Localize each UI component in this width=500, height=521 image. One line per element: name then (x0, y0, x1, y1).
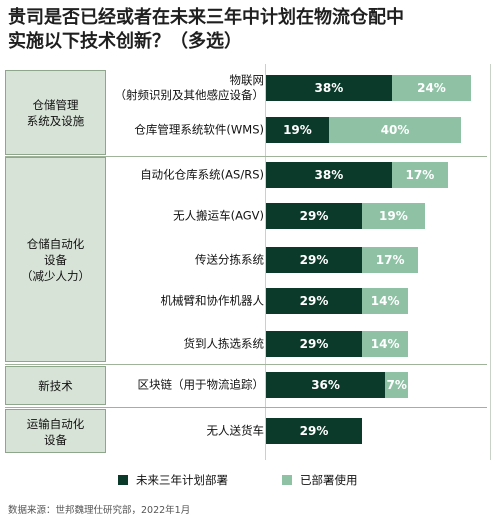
bar-value-label: 36% (311, 378, 340, 392)
category-label: 货到人拣选系统 (183, 336, 265, 351)
right-guide-line (490, 64, 491, 460)
bar-planned: 29% (266, 288, 362, 314)
bar-value-label: 38% (314, 81, 344, 95)
bar-planned: 29% (266, 418, 362, 444)
bar-value-label: 38% (314, 168, 344, 182)
bar-value-label: 40% (380, 123, 410, 137)
bar-value-label: 29% (299, 209, 329, 223)
bar-planned: 29% (266, 247, 362, 273)
bar-value-label: 14% (370, 337, 400, 351)
chart-title-line-1: 贵司是否已经或者在未来三年中计划在物流仓配中 (8, 7, 404, 28)
category-label: 无人送货车 (206, 423, 265, 438)
category-label: 自动化仓库系统(AS/RS) (140, 167, 264, 182)
group-divider (5, 364, 487, 365)
bar-planned: 29% (266, 331, 362, 357)
category-label: 区块链（用于物流追踪） (137, 377, 265, 392)
bar-planned: 36% (266, 372, 386, 398)
legend-swatch-deployed (282, 475, 292, 485)
bar-planned: 19% (266, 117, 329, 143)
bar-value-label: 29% (299, 253, 329, 267)
group-panel-transport-automation: 运输自动化 设备 (5, 409, 106, 453)
bar-axis-line (265, 64, 266, 460)
group-divider (5, 156, 487, 157)
bar-value-label: 19% (283, 123, 312, 137)
category-label: 无人搬运车(AGV) (173, 208, 264, 223)
bar-value-label: 29% (299, 294, 329, 308)
group-panel-warehouse-automation: 仓储自动化 设备 （减少人力） (5, 157, 106, 362)
bar-planned: 29% (266, 203, 362, 229)
chart-title-line-2: 实施以下技术创新？（多选） (8, 31, 242, 52)
category-label: 传送分拣系统 (195, 252, 264, 267)
bar-value-label: 17% (375, 253, 405, 267)
bar-deployed: 14% (361, 288, 409, 314)
bar-deployed: 17% (361, 247, 419, 273)
category-label: 物联网 （射频识别及其他感应设备） (114, 73, 265, 102)
group-panel-wms: 仓储管理 系统及设施 (5, 70, 106, 155)
group-label-new-tech: 新技术 (38, 379, 73, 393)
bar-deployed: 17% (391, 162, 449, 188)
bar-deployed: 24% (391, 75, 472, 101)
bar-value-label: 14% (370, 294, 400, 308)
bar-planned: 38% (266, 75, 392, 101)
bar-value-label: 19% (379, 209, 408, 223)
legend-label-planned: 未来三年计划部署 (136, 473, 228, 487)
bar-deployed: 7% (385, 372, 409, 398)
legend-label-deployed: 已部署使用 (300, 473, 358, 487)
bar-value-label: 29% (299, 424, 329, 438)
group-divider (5, 407, 487, 408)
category-label: 机械臂和协作机器人 (160, 293, 265, 308)
group-label-transport-automation: 运输自动化 设备 (26, 417, 85, 447)
chart-legend: 未来三年计划部署 已部署使用 (118, 472, 358, 488)
group-label-wms: 仓储管理 系统及设施 (26, 98, 85, 128)
bar-value-label: 24% (417, 81, 446, 95)
group-label-warehouse-automation: 仓储自动化 设备 （减少人力） (21, 237, 90, 283)
bar-value-label: 7% (386, 378, 407, 392)
bar-value-label: 17% (405, 168, 435, 182)
bar-planned: 38% (266, 162, 392, 188)
bar-value-label: 29% (299, 337, 329, 351)
source-note: 数据来源：世邦魏理仕研究部，2022年1月 (8, 505, 191, 516)
chart-title: 贵司是否已经或者在未来三年中计划在物流仓配中 实施以下技术创新？（多选） (8, 6, 492, 54)
bar-deployed: 14% (361, 331, 409, 357)
category-label: 仓库管理系统软件(WMS) (134, 122, 264, 137)
legend-swatch-planned (118, 475, 128, 485)
bar-deployed: 19% (361, 203, 425, 229)
group-panel-new-tech: 新技术 (5, 366, 106, 405)
bar-deployed: 40% (328, 117, 462, 143)
